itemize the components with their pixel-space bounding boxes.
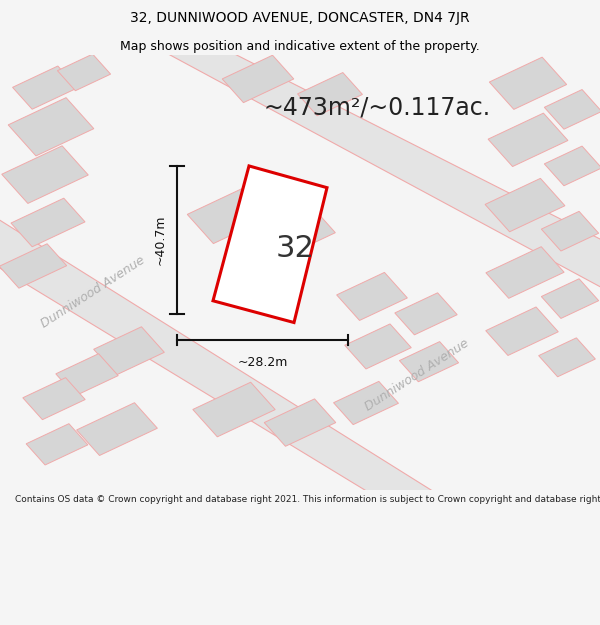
Polygon shape bbox=[8, 98, 94, 156]
Polygon shape bbox=[264, 399, 336, 446]
Polygon shape bbox=[337, 272, 407, 321]
Polygon shape bbox=[539, 338, 595, 377]
Polygon shape bbox=[213, 166, 327, 322]
Polygon shape bbox=[77, 402, 157, 456]
Polygon shape bbox=[541, 279, 599, 318]
Polygon shape bbox=[265, 207, 335, 255]
Polygon shape bbox=[334, 381, 398, 424]
Polygon shape bbox=[395, 292, 457, 335]
Polygon shape bbox=[0, 244, 67, 288]
Text: 32, DUNNIWOOD AVENUE, DONCASTER, DN4 7JR: 32, DUNNIWOOD AVENUE, DONCASTER, DN4 7JR bbox=[130, 11, 470, 25]
Polygon shape bbox=[187, 188, 269, 244]
Polygon shape bbox=[193, 382, 275, 437]
Text: Map shows position and indicative extent of the property.: Map shows position and indicative extent… bbox=[120, 39, 480, 52]
Polygon shape bbox=[0, 220, 438, 494]
Text: Contains OS data © Crown copyright and database right 2021. This information is : Contains OS data © Crown copyright and d… bbox=[15, 496, 600, 504]
Polygon shape bbox=[222, 55, 294, 102]
Polygon shape bbox=[486, 307, 558, 356]
Polygon shape bbox=[26, 424, 88, 465]
Polygon shape bbox=[485, 178, 565, 232]
Polygon shape bbox=[345, 324, 411, 369]
Polygon shape bbox=[23, 378, 85, 419]
Polygon shape bbox=[541, 211, 599, 251]
Polygon shape bbox=[56, 354, 118, 396]
Polygon shape bbox=[486, 247, 564, 298]
Polygon shape bbox=[2, 146, 88, 203]
Polygon shape bbox=[490, 57, 566, 109]
Text: ~473m²/~0.117ac.: ~473m²/~0.117ac. bbox=[264, 95, 491, 119]
Polygon shape bbox=[13, 66, 77, 109]
Polygon shape bbox=[298, 72, 362, 116]
Polygon shape bbox=[488, 113, 568, 166]
Polygon shape bbox=[94, 327, 164, 375]
Polygon shape bbox=[11, 198, 85, 247]
Polygon shape bbox=[544, 89, 600, 129]
Text: Dunniwood Avenue: Dunniwood Avenue bbox=[38, 254, 148, 331]
Polygon shape bbox=[162, 51, 600, 290]
Text: ~28.2m: ~28.2m bbox=[238, 356, 287, 369]
Text: Dunniwood Avenue: Dunniwood Avenue bbox=[362, 336, 472, 413]
Polygon shape bbox=[400, 342, 458, 382]
Polygon shape bbox=[58, 54, 110, 91]
Polygon shape bbox=[544, 146, 600, 186]
Text: 32: 32 bbox=[275, 234, 314, 263]
Text: ~40.7m: ~40.7m bbox=[153, 214, 166, 265]
